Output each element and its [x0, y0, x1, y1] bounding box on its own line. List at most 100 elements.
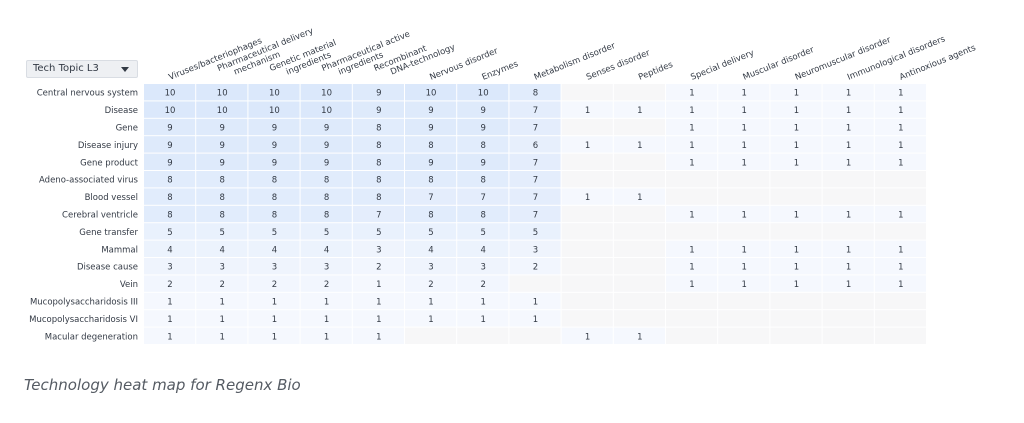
heatmap-cell — [614, 84, 665, 100]
heatmap-cell-value: 1 — [480, 315, 485, 325]
row-label-adeno-associated-virus: Adeno-associated virus — [39, 176, 139, 186]
heatmap-cell-value: 1 — [898, 158, 903, 168]
heatmap-cell — [509, 328, 560, 344]
heatmap-cell-value: 9 — [219, 124, 224, 134]
heatmap-cell-value: 1 — [794, 158, 799, 168]
heatmap-cell-value: 1 — [846, 141, 851, 151]
heatmap-cell — [718, 328, 769, 344]
heatmap-cell-value: 7 — [533, 106, 538, 116]
heatmap-cell — [823, 223, 874, 239]
heatmap-cell-value: 8 — [167, 176, 172, 186]
heatmap-cell-value: 1 — [741, 89, 746, 99]
svg-text:Peptides: Peptides — [637, 60, 675, 83]
heatmap-cell-value: 1 — [898, 263, 903, 273]
heatmap-cell-value: 10 — [478, 89, 489, 99]
row-label-mammal: Mammal — [101, 245, 138, 255]
heatmap-cell-value: 8 — [272, 193, 277, 203]
heatmap-cell-value: 9 — [480, 106, 485, 116]
heatmap-cell-value: 1 — [689, 124, 694, 134]
col-label-neuromuscular-disorder: Neuromuscular disorder — [794, 35, 893, 83]
heatmap-cell-value: 1 — [846, 89, 851, 99]
heatmap-cell — [770, 328, 821, 344]
heatmap-cell-value: 6 — [533, 141, 538, 151]
col-label-immunological-disorders: Immunological disorders — [846, 34, 947, 83]
heatmap-cell-value: 10 — [426, 89, 437, 99]
heatmap-cell — [875, 328, 926, 344]
heatmap-cell-value: 4 — [272, 245, 277, 255]
heatmap-cell — [875, 310, 926, 326]
heatmap-cell-value: 3 — [272, 263, 277, 273]
heatmap-cell-value: 1 — [637, 332, 642, 342]
heatmap-cell-value: 8 — [219, 176, 224, 186]
heatmap-cell-value: 1 — [689, 89, 694, 99]
figure-caption: Technology heat map for Regenx Bio — [24, 376, 301, 394]
heatmap-cell-value: 10 — [269, 89, 280, 99]
heatmap-cell-value: 10 — [321, 106, 332, 116]
heatmap-cell-value: 1 — [741, 245, 746, 255]
heatmap-cell-value: 1 — [480, 298, 485, 308]
heatmap-cell-value: 9 — [219, 158, 224, 168]
heatmap-cell-value: 8 — [167, 211, 172, 221]
heatmap-cell — [770, 223, 821, 239]
heatmap-cell-value: 1 — [846, 280, 851, 290]
heatmap-cell-value: 1 — [272, 315, 277, 325]
row-label-mucopolysaccharidosis-iii: Mucopolysaccharidosis III — [30, 298, 138, 308]
heatmap-cell-value: 1 — [794, 124, 799, 134]
heatmap-cell-value: 7 — [533, 193, 538, 203]
heatmap-cell-value: 8 — [219, 211, 224, 221]
heatmap-cell-value: 8 — [324, 211, 329, 221]
heatmap-cell-value: 8 — [376, 124, 381, 134]
heatmap-cell-value: 3 — [324, 263, 329, 273]
heatmap-cell — [823, 310, 874, 326]
heatmap-cell-value: 1 — [741, 158, 746, 168]
heatmap-cell-value: 1 — [167, 332, 172, 342]
heatmap-cell — [614, 293, 665, 309]
heatmap-cell-value: 9 — [272, 158, 277, 168]
row-label-macular-degeneration: Macular degeneration — [45, 332, 138, 342]
heatmap-cell-value: 1 — [689, 245, 694, 255]
heatmap-cell — [770, 310, 821, 326]
heatmap-cell-value: 1 — [794, 106, 799, 116]
heatmap-cell-value: 1 — [898, 141, 903, 151]
heatmap-cell-value: 7 — [480, 193, 485, 203]
heatmap-cell-value: 1 — [428, 315, 433, 325]
row-label-disease-injury: Disease injury — [78, 141, 138, 151]
heatmap-cell — [562, 310, 613, 326]
heatmap-cell — [614, 275, 665, 291]
heatmap-cell-value: 8 — [480, 176, 485, 186]
heatmap-cell — [405, 328, 456, 344]
heatmap-cell-value: 1 — [846, 245, 851, 255]
heatmap-cell-value: 5 — [376, 228, 381, 238]
heatmap-cell — [875, 188, 926, 204]
heatmap-cell-value: 1 — [324, 315, 329, 325]
svg-text:Immunological disorders: Immunological disorders — [846, 34, 947, 83]
heatmap-cell-value: 1 — [741, 211, 746, 221]
heatmap-cell-value: 1 — [585, 106, 590, 116]
heatmap-cell-value: 1 — [376, 280, 381, 290]
col-label-enzymes: Enzymes — [481, 59, 521, 83]
heatmap-cell-value: 7 — [533, 211, 538, 221]
heatmap-cell-value: 1 — [898, 280, 903, 290]
heatmap-cell-value: 1 — [272, 332, 277, 342]
heatmap-cell-value: 5 — [533, 228, 538, 238]
heatmap-cell-value: 10 — [217, 89, 228, 99]
heatmap-cell-value: 10 — [269, 106, 280, 116]
heatmap-cell — [614, 310, 665, 326]
heatmap-cell — [457, 328, 508, 344]
heatmap-cell-value: 1 — [741, 124, 746, 134]
heatmap-cell-value: 9 — [376, 89, 381, 99]
heatmap-cell-value: 1 — [794, 141, 799, 151]
heatmap-cell-value: 8 — [376, 176, 381, 186]
heatmap-cell-value: 1 — [689, 211, 694, 221]
heatmap-chart: Central nervous systemDiseaseGeneDisease… — [0, 0, 1024, 360]
heatmap-cell-value: 1 — [794, 245, 799, 255]
heatmap-cell — [614, 206, 665, 222]
heatmap-cell-value: 3 — [480, 263, 485, 273]
heatmap-cell-value: 8 — [272, 211, 277, 221]
heatmap-cell-value: 9 — [272, 141, 277, 151]
heatmap-cell-value: 7 — [533, 124, 538, 134]
heatmap-cell — [509, 275, 560, 291]
row-label-central-nervous-system: Central nervous system — [37, 89, 138, 99]
heatmap-cell-value: 9 — [428, 106, 433, 116]
heatmap-cell-value: 1 — [376, 332, 381, 342]
